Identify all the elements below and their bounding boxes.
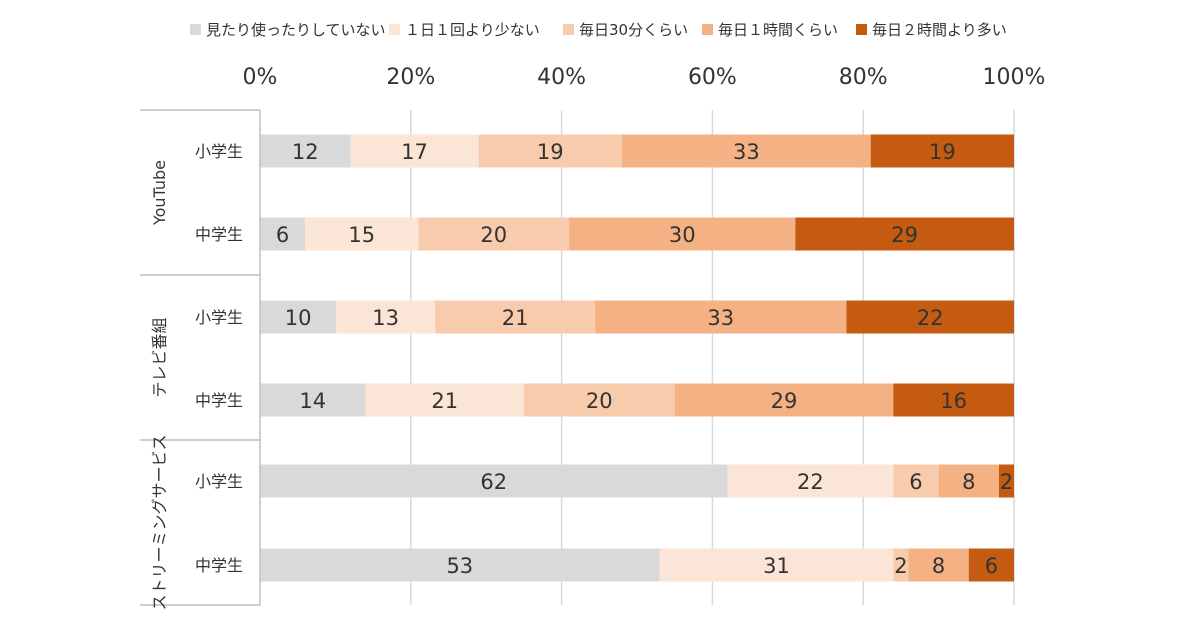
data-label: 29 (891, 223, 918, 247)
data-label: 16 (940, 389, 967, 413)
x-tick-label: 100% (983, 65, 1046, 90)
data-label: 13 (372, 306, 399, 330)
bar-segment (305, 217, 419, 251)
bar-segment (435, 300, 596, 334)
legend-swatch (190, 24, 201, 35)
bar-segment (846, 300, 1014, 334)
data-label: 31 (763, 554, 790, 578)
data-label: 2 (894, 554, 907, 578)
bar-segment (260, 383, 366, 417)
bar-segment (260, 300, 337, 334)
bar-segment (523, 383, 675, 417)
data-label: 8 (932, 554, 945, 578)
bar-segment (336, 300, 436, 334)
category-label: 中学生 (195, 225, 243, 244)
legend-label: 毎日30分くらい (579, 21, 688, 39)
x-tick-label: 80% (839, 65, 888, 90)
bar-segment (659, 548, 894, 582)
bar-segment (350, 134, 479, 168)
bar-segment (727, 464, 894, 498)
category-label: 小学生 (195, 308, 243, 327)
x-tick-label: 60% (688, 65, 737, 90)
bar-segment (893, 548, 909, 582)
legend-swatch (389, 24, 400, 35)
legend-swatch (856, 24, 867, 35)
data-label: 15 (348, 223, 375, 247)
category-label: 小学生 (195, 142, 243, 161)
bar-segment (260, 134, 351, 168)
bar-segment (870, 134, 1014, 168)
group-label: ストリーミングサービス (150, 434, 169, 610)
bar-segment (998, 464, 1014, 498)
data-label: 21 (502, 306, 529, 330)
bar-segment (795, 217, 1014, 251)
data-label: 6 (276, 223, 289, 247)
legend-label: 毎日１時間くらい (718, 21, 838, 39)
data-label: 14 (299, 389, 326, 413)
data-label: 2 (1000, 470, 1013, 494)
data-label: 20 (586, 389, 613, 413)
data-label: 22 (797, 470, 824, 494)
data-label: 30 (669, 223, 696, 247)
bar-segment (674, 383, 894, 417)
data-label: 19 (537, 140, 564, 164)
bar-segment (260, 217, 306, 251)
category-label: 中学生 (195, 556, 243, 575)
x-tick-label: 0% (243, 65, 278, 90)
data-label: 29 (771, 389, 798, 413)
legend-swatch (563, 24, 574, 35)
data-label: 10 (285, 306, 312, 330)
legend-swatch (702, 24, 713, 35)
bar-segment (908, 548, 969, 582)
data-label: 17 (401, 140, 428, 164)
x-tick-label: 20% (386, 65, 435, 90)
bar-segment (893, 383, 1014, 417)
data-label: 6 (909, 470, 922, 494)
data-label: 62 (480, 470, 507, 494)
bar-segment (938, 464, 999, 498)
grid-layer (410, 110, 1015, 605)
category-label: 小学生 (195, 472, 243, 491)
group-label: YouTube (150, 160, 169, 226)
legend: 見たり使ったりしていない １日１回より少ない 毎日30分くらい 毎日１時間くらい 毎日２… (190, 21, 1007, 39)
bar-segment (260, 548, 660, 582)
data-label: 20 (480, 223, 507, 247)
data-label: 33 (733, 140, 760, 164)
data-label: 22 (917, 306, 944, 330)
bar-segment (621, 134, 871, 168)
bar-segment (418, 217, 570, 251)
data-label: 21 (431, 389, 458, 413)
data-label: 12 (292, 140, 319, 164)
bar-segment (260, 464, 728, 498)
bar-segment (968, 548, 1014, 582)
category-label: 中学生 (195, 391, 243, 410)
data-label: 8 (962, 470, 975, 494)
group-label: テレビ番組 (150, 317, 169, 397)
legend-label: １日１回より少ない (405, 21, 540, 39)
data-label: 6 (985, 554, 998, 578)
bar-segment (569, 217, 796, 251)
data-label: 33 (707, 306, 734, 330)
bar-segment (893, 464, 939, 498)
bar-segment (595, 300, 847, 334)
bar-segment (365, 383, 524, 417)
x-tick-label: 40% (537, 65, 586, 90)
data-label: 53 (446, 554, 473, 578)
bar-segment (478, 134, 622, 168)
legend-label: 毎日２時間より多い (872, 21, 1007, 39)
legend-label: 見たり使ったりしていない (206, 21, 386, 39)
data-label: 19 (929, 140, 956, 164)
